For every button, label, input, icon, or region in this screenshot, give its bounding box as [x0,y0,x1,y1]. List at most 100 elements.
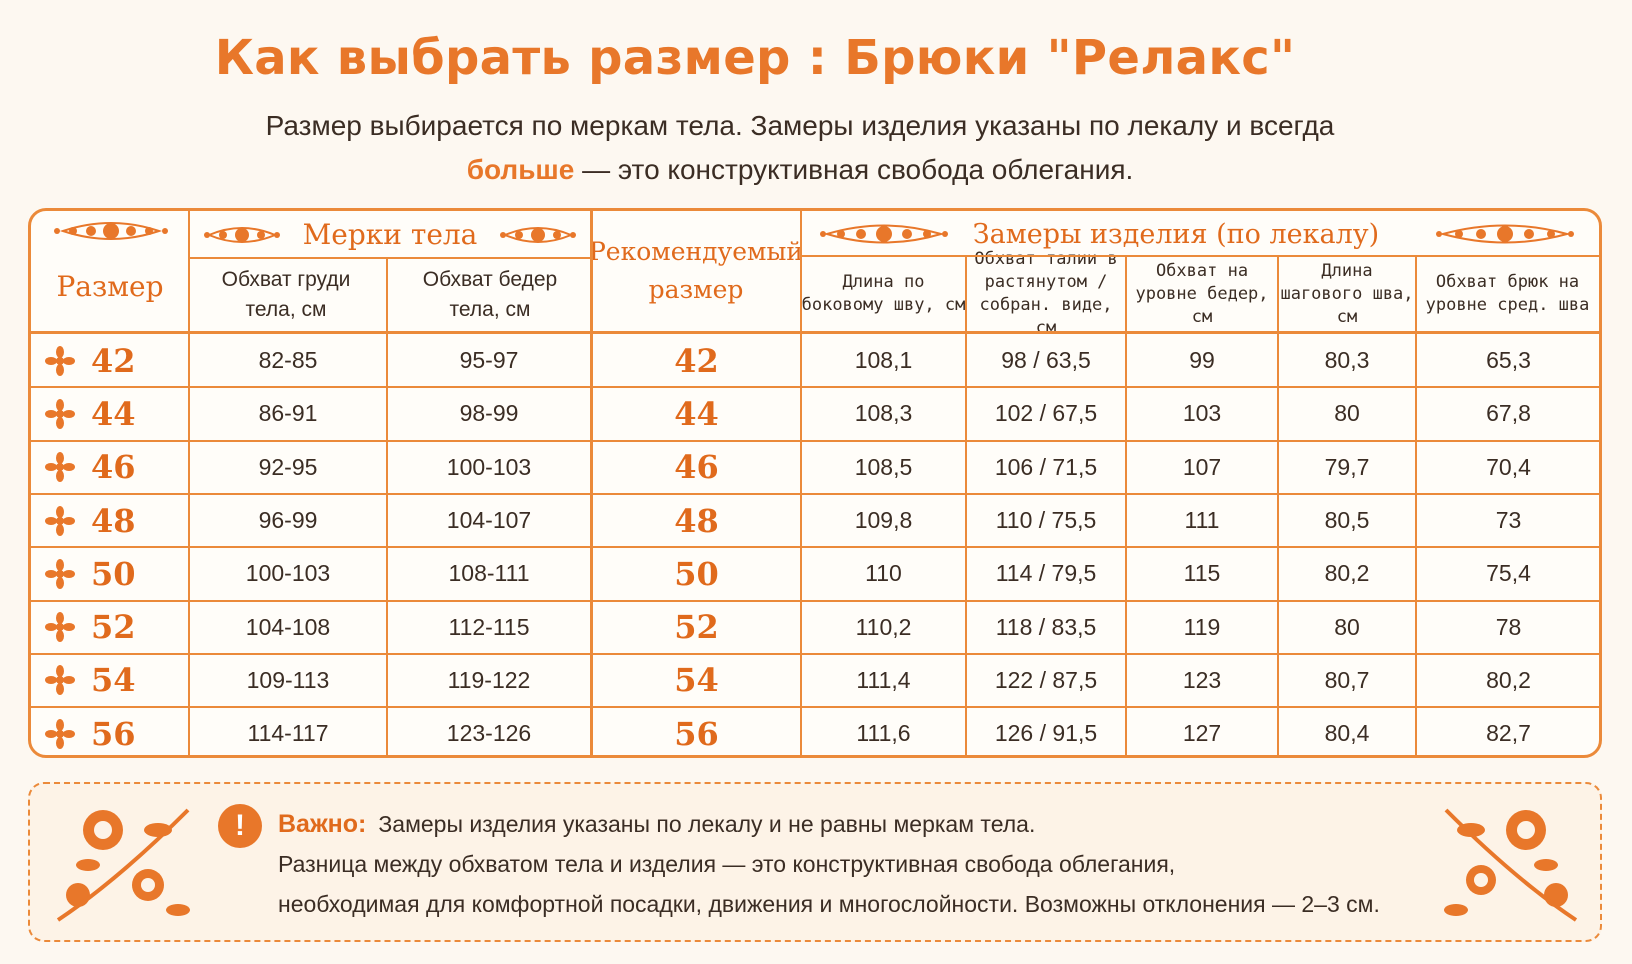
cell-chest: 92-95 [258,453,318,480]
row-size-value: 48 [91,501,136,540]
floral-ornament-icon [820,224,948,244]
cell-length: 108,1 [854,347,913,374]
grid-line [189,257,591,259]
cell-hips: 95-97 [459,347,519,374]
page-title: Как выбрать размер : Брюки "Релакс" [214,30,1296,86]
grid-line [188,211,190,755]
cell-waist: 118 / 83,5 [995,613,1097,640]
grid-line [801,255,1599,257]
row-size-value: 44 [91,394,136,433]
cell-inseam: 80,4 [1324,720,1370,747]
grid-line [800,211,802,755]
floral-ornament-icon [54,222,168,240]
cell-inseam: 79,7 [1324,453,1370,480]
cell-ghips: 107 [1182,453,1222,480]
cell-hips: 112-115 [448,613,530,640]
grid-line [31,492,1599,495]
header-g-length: Длина по боковому шву, см [801,272,966,315]
cell-chest: 104-108 [245,613,331,640]
row-size-cell: 48 [31,494,189,547]
grid-line [31,652,1599,655]
cell-ghips: 103 [1182,400,1222,427]
cell-length: 108,5 [854,453,913,480]
flower-bullet-icon [45,345,75,376]
cell-length: 109,8 [854,507,913,534]
cell-leg: 73 [1495,507,1522,534]
row-size-value: 56 [91,714,136,753]
grid-line [31,331,1599,334]
cell-inseam: 80,7 [1324,666,1370,693]
flower-bullet-icon [45,452,75,483]
cell-waist: 102 / 67,5 [994,400,1098,427]
cell-chest: 86-91 [258,400,318,427]
note-label: Важно: [278,810,367,838]
grid-line [31,706,1599,709]
row-size-value: 52 [91,608,136,647]
subtitle-line-1: Размер выбирается по меркам тела. Замеры… [265,110,1335,141]
subtitle-bold-word: больше [466,154,575,185]
cell-waist: 122 / 87,5 [994,666,1098,693]
floral-ornament-icon [500,227,576,243]
cell-leg: 67,8 [1486,400,1531,427]
cell-length: 111,4 [856,666,911,693]
cell-ghips: 111 [1184,507,1220,534]
cell-waist: 114 / 79,5 [995,560,1097,587]
flower-bullet-icon [45,505,75,536]
row-size-value: 54 [91,661,136,700]
cell-chest: 109-113 [246,666,330,693]
grid-line [590,211,593,755]
size-table: Размер Мерки тела Обхват груди тела, см … [28,208,1602,758]
cell-leg: 65,3 [1486,347,1531,374]
grid-line [31,546,1599,549]
grid-line [31,599,1599,602]
row-size-cell: 44 [31,387,189,440]
row-size-cell: 50 [31,547,189,600]
cell-leg: 80,2 [1486,666,1531,693]
cell-hips: 104-107 [446,507,532,534]
header-g-waist: Обхват талии в растянутом / собран. виде… [974,249,1118,338]
page-subtitle: Размер выбирается по меркам тела. Замеры… [0,104,1600,192]
cell-rec: 54 [674,661,719,700]
cell-chest: 114-117 [247,720,329,747]
row-size-value: 46 [91,448,136,487]
cell-hips: 100-103 [446,453,532,480]
cell-inseam: 80 [1334,613,1360,640]
cell-waist: 98 / 63,5 [1001,347,1091,374]
floral-ornament-icon [204,227,280,243]
row-size-cell: 56 [31,707,189,755]
cell-rec: 52 [674,608,719,647]
note-text: Важно: Замеры изделия указаны по лекалу и… [278,804,1478,924]
floral-ornament-icon [1436,224,1574,244]
cell-leg: 78 [1495,613,1522,640]
cell-inseam: 80,2 [1324,560,1370,587]
grid-line [31,386,1599,389]
header-g-hips: Обхват на уровне бедер, см [1135,260,1269,327]
cell-hips: 108-111 [448,560,530,587]
cell-ghips: 123 [1182,666,1222,693]
cell-waist: 126 / 91,5 [994,720,1098,747]
floral-corner-icon [56,808,190,922]
flower-bullet-icon [45,718,75,749]
cell-hips: 98-99 [459,400,519,427]
grid-line [31,439,1599,442]
flower-bullet-icon [45,398,75,429]
grid-line [965,257,967,755]
cell-chest: 100-103 [245,560,331,587]
header-g-inseam: Длина шагового шва, см [1280,260,1414,327]
cell-rec: 48 [674,501,719,540]
note-line-2: Разница между обхватом тела и изделия — … [278,851,1176,877]
cell-rec: 42 [674,341,719,380]
cell-inseam: 80,5 [1324,507,1370,534]
note-line-3: необходимая для комфортной посадки, движ… [278,891,1380,917]
cell-length: 110,2 [855,613,912,640]
cell-hips: 119-122 [447,666,531,693]
header-body-hips: Обхват бедер тела, см [422,268,558,321]
cell-length: 110 [865,560,902,587]
header-body-group: Мерки тела [302,217,478,251]
cell-waist: 110 / 75,5 [995,507,1097,534]
note-line-1: Важно: Замеры изделия указаны по лекалу и… [278,804,1478,844]
cell-ghips: 119 [1183,613,1221,640]
row-size-cell: 52 [31,601,189,654]
header-recommended: Рекомендуемый размер [588,237,804,304]
cell-ghips: 127 [1182,720,1222,747]
